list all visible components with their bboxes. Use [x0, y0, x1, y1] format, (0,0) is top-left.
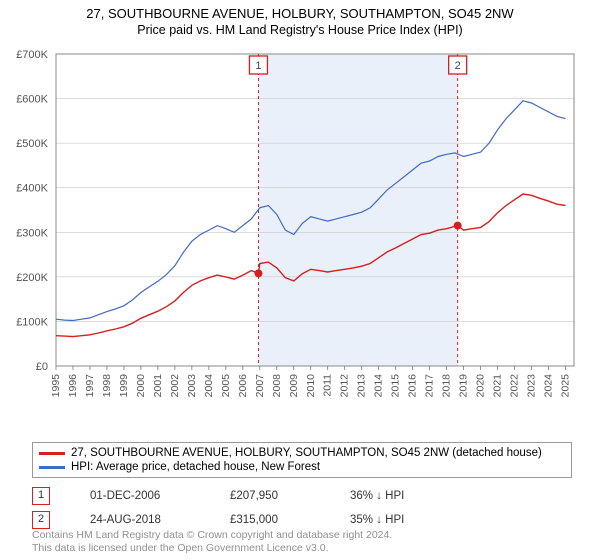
x-tick-label: 2022 — [509, 374, 521, 398]
title-block: 27, SOUTHBOURNE AVENUE, HOLBURY, SOUTHAM… — [0, 0, 600, 37]
x-tick-label: 2020 — [475, 374, 487, 398]
x-tick-label: 2025 — [560, 374, 572, 398]
y-tick-label: £600K — [16, 94, 48, 106]
x-tick-label: 2005 — [220, 374, 232, 398]
y-tick-label: £700K — [16, 49, 48, 61]
sale-marker-number: 1 — [255, 60, 261, 72]
footer-line1: Contains HM Land Registry data © Crown c… — [32, 529, 392, 543]
chart-container: 27, SOUTHBOURNE AVENUE, HOLBURY, SOUTHAM… — [0, 0, 600, 560]
x-tick-label: 2016 — [407, 374, 419, 398]
legend-row: 27, SOUTHBOURNE AVENUE, HOLBURY, SOUTHAM… — [39, 446, 565, 460]
x-tick-label: 1996 — [67, 374, 79, 398]
sale-badge: 2 — [32, 511, 50, 529]
x-tick-label: 2001 — [152, 374, 164, 398]
sale-band — [258, 54, 457, 366]
chart-area: £0£100K£200K£300K£400K£500K£600K£700K121… — [50, 48, 580, 418]
legend-label: 27, SOUTHBOURNE AVENUE, HOLBURY, SOUTHAM… — [71, 447, 542, 459]
legend-row: HPI: Average price, detached house, New … — [39, 460, 565, 474]
sale-row: 1 01-DEC-2006 £207,950 36% ↓ HPI — [32, 484, 572, 508]
x-tick-label: 2011 — [322, 374, 334, 397]
x-tick-label: 2010 — [305, 374, 317, 398]
sale-delta: 35% ↓ HPI — [350, 514, 404, 526]
x-tick-label: 2002 — [169, 374, 181, 398]
title-subtitle: Price paid vs. HM Land Registry's House … — [0, 23, 600, 37]
x-tick-label: 2017 — [424, 374, 436, 398]
y-tick-label: £300K — [16, 227, 48, 239]
legend-and-sales: 27, SOUTHBOURNE AVENUE, HOLBURY, SOUTHAM… — [32, 442, 572, 532]
sale-badge: 1 — [32, 487, 50, 505]
chart-svg: £0£100K£200K£300K£400K£500K£600K£700K121… — [50, 48, 580, 418]
x-tick-label: 2006 — [237, 374, 249, 398]
x-tick-label: 1999 — [118, 374, 130, 398]
x-tick-label: 2018 — [441, 374, 453, 398]
legend-swatch — [39, 452, 65, 455]
footer-line2: This data is licensed under the Open Gov… — [32, 542, 392, 556]
x-tick-label: 2021 — [492, 374, 504, 398]
x-tick-label: 2019 — [458, 374, 470, 398]
x-tick-label: 2012 — [339, 374, 351, 398]
x-tick-label: 2013 — [356, 374, 368, 398]
x-tick-label: 1995 — [50, 374, 62, 398]
sale-date: 24-AUG-2018 — [90, 514, 190, 526]
x-tick-label: 2009 — [288, 374, 300, 398]
x-tick-label: 2023 — [526, 374, 538, 398]
y-tick-label: £500K — [16, 138, 48, 150]
x-tick-label: 2000 — [135, 374, 147, 398]
y-tick-label: £100K — [16, 316, 48, 328]
sale-table: 1 01-DEC-2006 £207,950 36% ↓ HPI 2 24-AUG-201… — [32, 484, 572, 532]
legend-label: HPI: Average price, detached house, New … — [71, 461, 320, 473]
title-address: 27, SOUTHBOURNE AVENUE, HOLBURY, SOUTHAM… — [0, 6, 600, 21]
sale-date: 01-DEC-2006 — [90, 490, 190, 502]
y-tick-label: £400K — [16, 183, 48, 195]
legend-box: 27, SOUTHBOURNE AVENUE, HOLBURY, SOUTHAM… — [32, 442, 572, 478]
x-tick-label: 2008 — [271, 374, 283, 398]
x-tick-label: 1998 — [101, 374, 113, 398]
sale-price: £315,000 — [230, 514, 310, 526]
y-tick-label: £200K — [16, 272, 48, 284]
x-tick-label: 2004 — [203, 374, 215, 398]
sale-delta: 36% ↓ HPI — [350, 490, 404, 502]
legend-swatch — [39, 466, 65, 469]
x-tick-label: 1997 — [84, 374, 96, 398]
x-tick-label: 2024 — [543, 374, 555, 398]
sale-price: £207,950 — [230, 490, 310, 502]
x-tick-label: 2015 — [390, 374, 402, 398]
sale-marker-number: 2 — [455, 60, 461, 72]
x-tick-label: 2014 — [373, 374, 385, 398]
y-tick-label: £0 — [36, 361, 48, 373]
x-tick-label: 2003 — [186, 374, 198, 398]
x-tick-label: 2007 — [254, 374, 266, 398]
footer: Contains HM Land Registry data © Crown c… — [32, 529, 392, 556]
